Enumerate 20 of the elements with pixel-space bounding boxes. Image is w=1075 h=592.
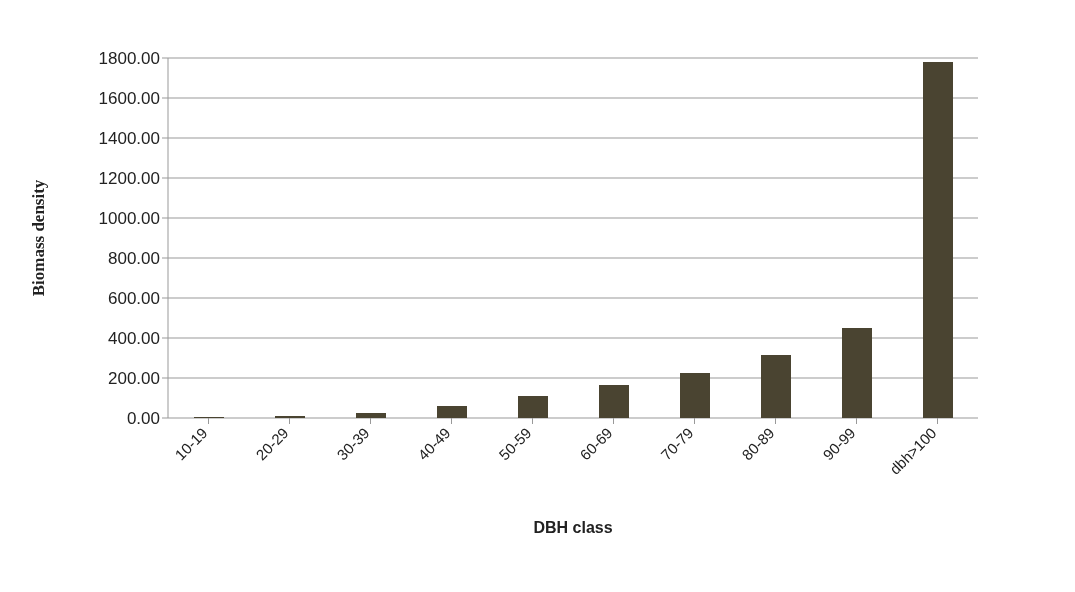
y-tick-label: 0.00 — [126, 409, 160, 429]
y-tick-label: 1000.00 — [98, 209, 160, 229]
y-tick-label: 600.00 — [108, 289, 160, 309]
bar — [680, 373, 710, 418]
bar — [437, 406, 467, 418]
y-axis-title: Biomass density — [29, 179, 49, 297]
bar — [761, 355, 791, 418]
bar — [518, 396, 548, 418]
x-axis-title: DBH class — [533, 519, 613, 536]
bar — [356, 413, 386, 418]
y-tick-label: 400.00 — [108, 329, 160, 349]
y-tick-label: 800.00 — [108, 249, 160, 269]
bar — [923, 62, 953, 418]
y-tick-label: 1200.00 — [98, 169, 160, 189]
y-tick-label: 200.00 — [108, 369, 160, 389]
y-tick-label: 1600.00 — [98, 89, 160, 109]
bar — [842, 328, 872, 418]
y-tick-label: 1400.00 — [98, 129, 160, 149]
y-tick-label: 1800.00 — [98, 49, 160, 69]
bar — [599, 385, 629, 418]
